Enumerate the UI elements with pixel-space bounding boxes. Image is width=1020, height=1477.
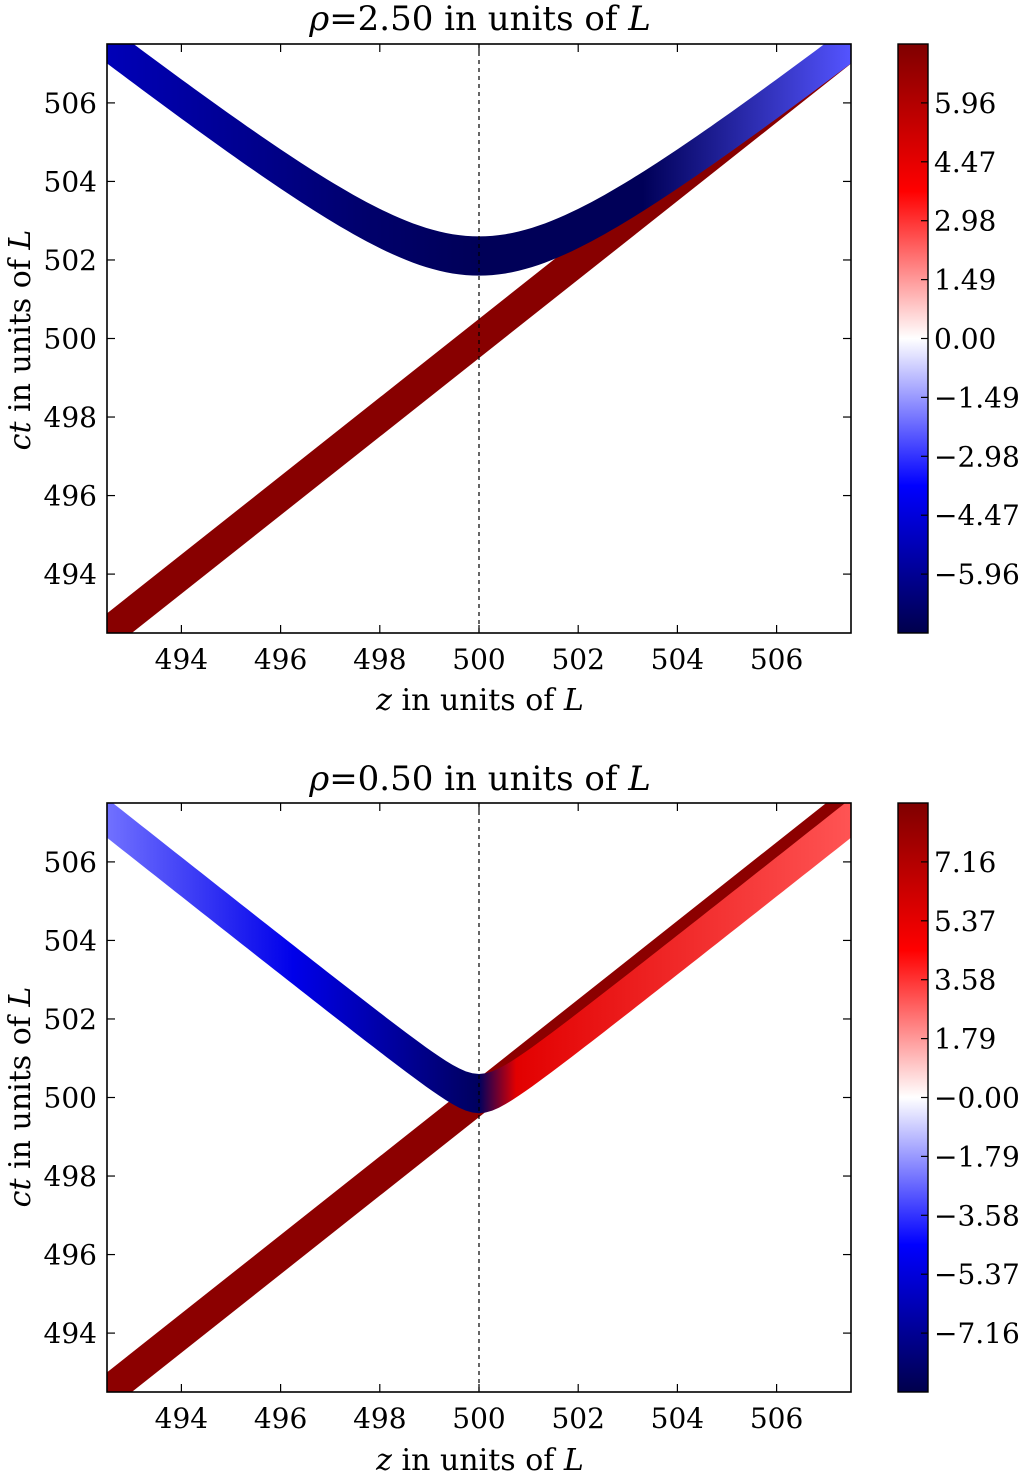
colorbar-tick-label: −0.00 bbox=[934, 1082, 1020, 1115]
panel-1-colorbar: −5.96 −4.47 −2.98 −1.49 0.00 1.49 2.98 4.47 5.96 bbox=[897, 43, 1020, 634]
panel-2-x-axis-label: z in units of L bbox=[375, 1443, 584, 1477]
hyperbola-band bbox=[107, 44, 851, 276]
panel-2-y-ticks: 494 496 498 500 502 504 506 bbox=[44, 846, 851, 1350]
panel-1-plot-area bbox=[106, 43, 852, 634]
y-tick-label: 502 bbox=[44, 244, 97, 277]
x-tick-label: 504 bbox=[651, 1402, 704, 1435]
y-tick-label: 502 bbox=[44, 1003, 97, 1036]
x-tick-label: 494 bbox=[155, 1402, 208, 1435]
colorbar-tick-label: 2.98 bbox=[934, 205, 996, 238]
y-tick-label: 506 bbox=[44, 846, 97, 879]
colorbar-tick-label: −3.58 bbox=[934, 1199, 1020, 1232]
panel-1-x-ticks: 494 496 498 500 502 504 506 bbox=[155, 44, 803, 676]
panel-1-x-axis-label: z in units of L bbox=[375, 683, 584, 718]
y-tick-label: 496 bbox=[44, 480, 97, 513]
panel-1: ρ=2.50 in units of L 494 496 498 500 502 504 5… bbox=[3, 0, 1020, 718]
y-tick-label: 496 bbox=[44, 1239, 97, 1272]
colorbar-tick-label: 1.79 bbox=[934, 1023, 996, 1056]
colorbar-tick-label: −4.47 bbox=[934, 499, 1020, 532]
colorbar-tick-label: 5.96 bbox=[934, 87, 996, 120]
x-tick-label: 498 bbox=[353, 1402, 406, 1435]
x-tick-label: 506 bbox=[750, 1402, 803, 1435]
y-tick-label: 504 bbox=[44, 924, 97, 957]
y-tick-label: 494 bbox=[44, 1317, 97, 1350]
colorbar-tick-label: 7.16 bbox=[934, 846, 996, 879]
x-tick-label: 498 bbox=[353, 643, 406, 676]
colorbar-tick-label: −5.37 bbox=[934, 1258, 1020, 1291]
x-tick-label: 502 bbox=[551, 1402, 604, 1435]
panel-2: ρ=0.50 in units of L 494 496 498 500 502 504 5… bbox=[3, 759, 1020, 1477]
colorbar-tick-label: −5.96 bbox=[934, 558, 1020, 591]
y-tick-label: 498 bbox=[44, 1160, 97, 1193]
x-tick-label: 500 bbox=[452, 643, 505, 676]
panel-1-y-axis-label: ct in units of L bbox=[3, 230, 38, 451]
x-tick-label: 504 bbox=[651, 643, 704, 676]
x-tick-label: 506 bbox=[750, 643, 803, 676]
colorbar-tick-label: −2.98 bbox=[934, 440, 1020, 473]
colorbar-tick-label: −7.16 bbox=[934, 1317, 1020, 1350]
panel-2-colorbar: −7.16 −5.37 −3.58 −1.79 −0.00 1.79 3.58 5.37 7.1… bbox=[897, 802, 1020, 1393]
colorbar-tick-label: 4.47 bbox=[934, 146, 996, 179]
y-tick-label: 504 bbox=[44, 165, 97, 198]
colorbar-tick-label: 3.58 bbox=[934, 964, 996, 997]
panel-1-y-ticks: 494 496 498 500 502 504 506 bbox=[44, 87, 851, 591]
colorbar-tick-label: −1.49 bbox=[934, 381, 1020, 414]
x-tick-label: 494 bbox=[155, 643, 208, 676]
y-tick-label: 494 bbox=[44, 558, 97, 591]
panel-2-x-ticks: 494 496 498 500 502 504 506 bbox=[155, 803, 803, 1435]
x-tick-label: 500 bbox=[452, 1402, 505, 1435]
panel-2-title: ρ=0.50 in units of L bbox=[308, 759, 651, 799]
y-tick-label: 500 bbox=[44, 323, 97, 356]
y-tick-label: 500 bbox=[44, 1082, 97, 1115]
colorbar-tick-label: −1.79 bbox=[934, 1140, 1020, 1173]
x-tick-label: 496 bbox=[254, 643, 307, 676]
panel-2-plot-area bbox=[106, 802, 852, 1393]
x-tick-label: 496 bbox=[254, 1402, 307, 1435]
y-tick-label: 506 bbox=[44, 87, 97, 120]
colorbar-tick-label: 0.00 bbox=[934, 323, 996, 356]
y-tick-label: 498 bbox=[44, 401, 97, 434]
colorbar-tick-label: 1.49 bbox=[934, 264, 996, 297]
panel-1-title: ρ=2.50 in units of L bbox=[308, 0, 651, 39]
x-tick-label: 502 bbox=[551, 643, 604, 676]
panel-2-y-axis-label: ct in units of L bbox=[3, 987, 38, 1208]
colorbar-tick-label: 5.37 bbox=[934, 905, 996, 938]
